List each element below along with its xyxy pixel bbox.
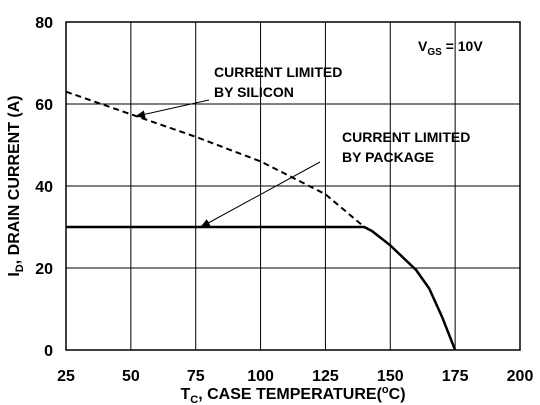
- y-tick-label: 20: [35, 261, 53, 278]
- plot-frame: [65, 21, 521, 351]
- x-tick-label: 200: [507, 368, 534, 385]
- condition-sub: GS: [427, 47, 442, 58]
- tick-labels: 25 50 75 100 125 150 175 200 0 20 40 60 80: [35, 15, 533, 385]
- x-axis-title-rest: , CASE TEMPERATURE(: [198, 386, 382, 403]
- annotation-text: CURRENT LIMITED: [214, 64, 342, 80]
- x-axis-title-main: T: [180, 386, 190, 403]
- annotation-text: BY PACKAGE: [342, 149, 434, 165]
- y-axis-title: ID, DRAIN CURRENT (A): [6, 95, 26, 276]
- annotation-text: BY SILICON: [214, 84, 294, 100]
- series-line-package-limit: [66, 225, 457, 351]
- y-axis-title-sub: D: [14, 264, 26, 272]
- x-axis-title-end: C): [389, 386, 406, 403]
- annotation-text: CURRENT LIMITED: [342, 129, 470, 145]
- x-axis-title-sub: C: [190, 394, 198, 405]
- annotations: CURRENT LIMITED BY SILICON CURRENT LIMITED…: [135, 64, 470, 228]
- condition-rest: = 10V: [442, 38, 484, 54]
- x-tick-label: 100: [247, 368, 274, 385]
- y-tick-label: 60: [35, 97, 53, 114]
- x-axis-title: TC, CASE TEMPERATURE(oC): [180, 384, 405, 405]
- condition-main: V: [418, 38, 428, 54]
- series: [65, 90, 457, 351]
- annotation-arrow: [200, 161, 321, 228]
- x-axis-title-sup: o: [382, 384, 389, 396]
- series-line-silicon-limit: [65, 90, 365, 228]
- y-tick-label: 80: [35, 15, 53, 32]
- x-tick-label: 75: [187, 368, 205, 385]
- x-tick-label: 125: [312, 368, 339, 385]
- x-tick-label: 175: [442, 368, 469, 385]
- annotation-arrow: [135, 99, 210, 119]
- x-tick-label: 150: [377, 368, 404, 385]
- condition-label: VGS = 10V: [418, 38, 483, 58]
- y-tick-label: 40: [35, 179, 53, 196]
- y-axis-title-rest: , DRAIN CURRENT (A): [6, 95, 23, 264]
- y-axis-title-main: I: [6, 272, 23, 276]
- grid: [66, 22, 520, 350]
- x-tick-label: 25: [57, 368, 75, 385]
- x-tick-label: 50: [122, 368, 140, 385]
- y-tick-label: 0: [44, 343, 53, 360]
